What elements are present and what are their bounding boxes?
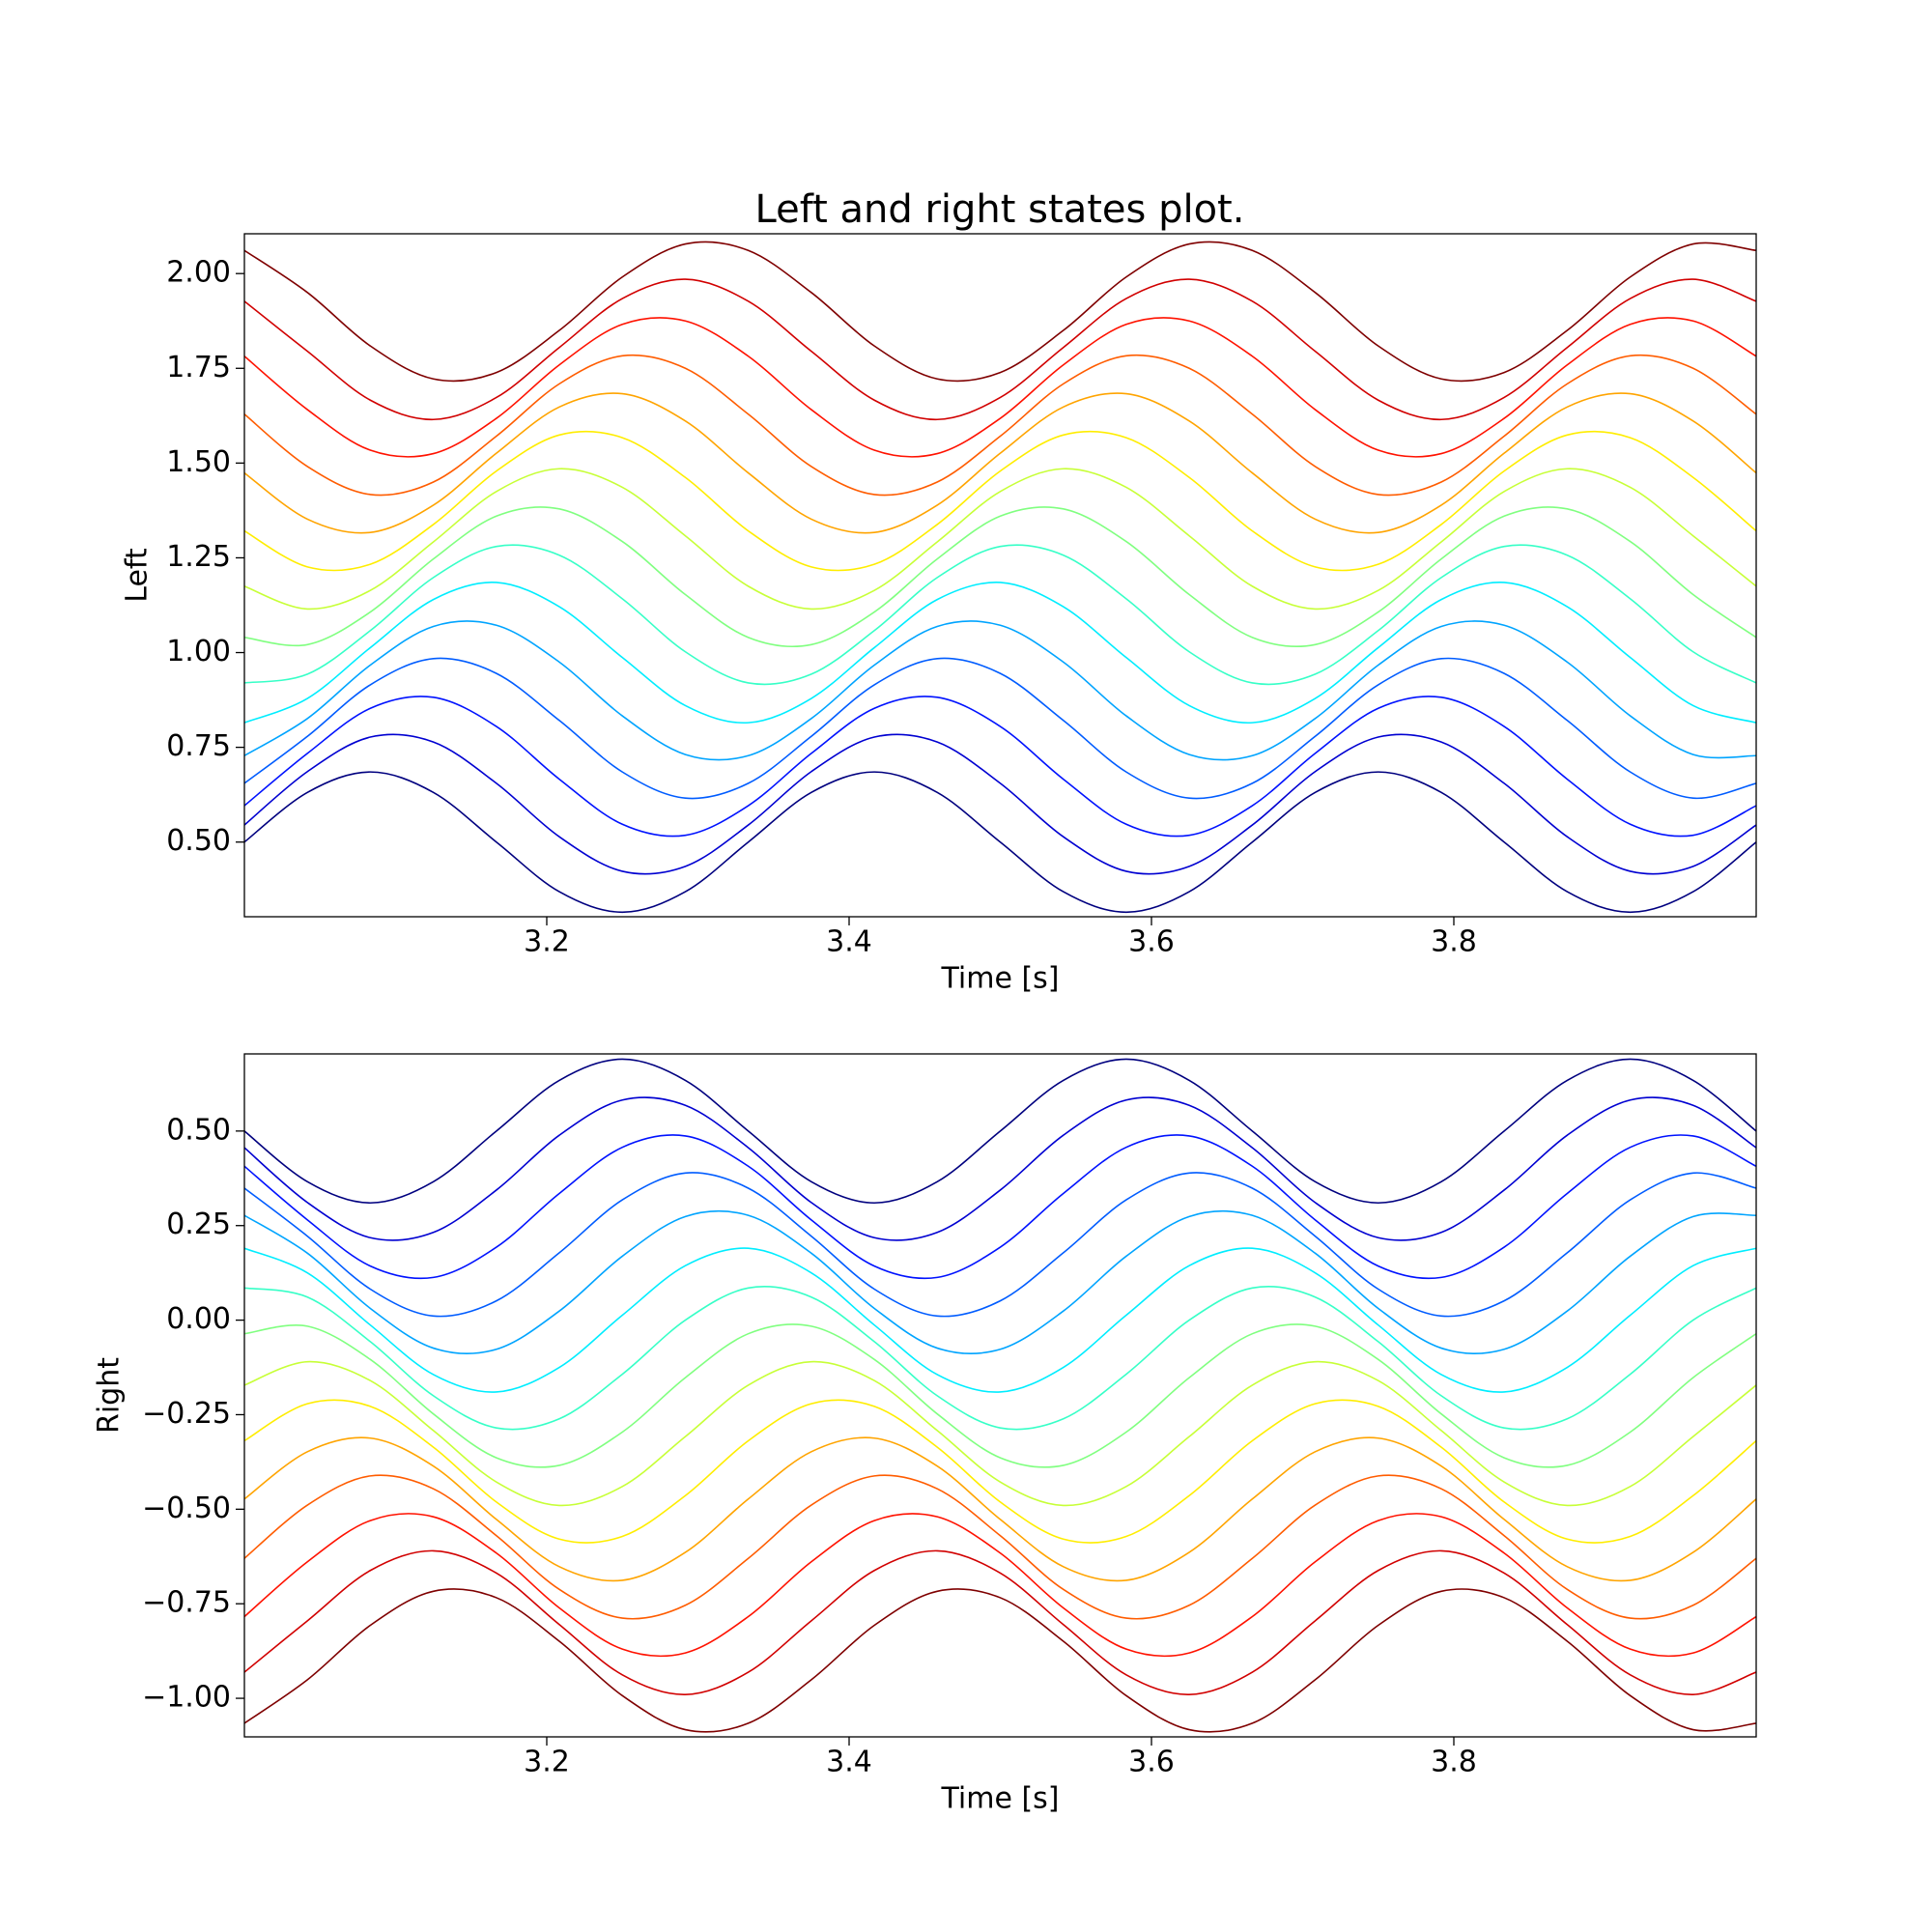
data-line [244, 1172, 1756, 1318]
data-line [244, 696, 1756, 838]
axes-frame [243, 233, 1757, 918]
x-tick-label: 3.4 [826, 1746, 872, 1779]
y-tick-label: −0.75 [142, 1586, 231, 1620]
x-tick-label: 3.6 [1128, 1746, 1175, 1779]
axes-frame [243, 1053, 1757, 1738]
data-line [244, 1474, 1756, 1620]
x-tick-label: 3.6 [1128, 925, 1175, 959]
y-tick-label: 1.25 [166, 540, 231, 574]
data-line [244, 354, 1756, 497]
y-tick-label: 1.75 [166, 351, 231, 384]
data-line [244, 1058, 1756, 1205]
data-line [244, 733, 1756, 875]
chart-title: Left and right states plot. [755, 187, 1245, 232]
data-line [244, 1399, 1756, 1544]
data-line [244, 1286, 1756, 1431]
data-line [244, 468, 1756, 611]
data-line [244, 544, 1756, 686]
plot-area [244, 1058, 1756, 1733]
data-line [244, 582, 1756, 724]
y-tick-label: 0.75 [166, 729, 231, 763]
data-line [244, 1134, 1756, 1280]
data-line [244, 1247, 1756, 1393]
y-tick-label: −1.00 [142, 1681, 231, 1715]
x-tick-label: 3.2 [524, 925, 570, 959]
y-tick-label: 0.25 [166, 1208, 231, 1241]
data-line [244, 506, 1756, 648]
x-axis-label: Time [s] [941, 1782, 1060, 1816]
plot-area [244, 241, 1756, 914]
data-line [244, 1323, 1756, 1468]
y-tick-label: 0.50 [166, 824, 231, 858]
y-tick-label: 0.50 [166, 1113, 231, 1147]
data-line [244, 317, 1756, 458]
data-line [244, 1436, 1756, 1582]
data-line [244, 278, 1756, 421]
data-line [244, 1588, 1756, 1733]
x-tick-label: 3.2 [524, 1746, 570, 1779]
data-line [244, 1549, 1756, 1695]
data-line [244, 1360, 1756, 1507]
data-line [244, 392, 1756, 534]
data-line [244, 620, 1756, 761]
y-tick-label: 2.00 [166, 256, 231, 290]
data-line [244, 1513, 1756, 1658]
data-line [244, 657, 1756, 800]
y-axis-label: Left [121, 548, 155, 603]
data-line [244, 430, 1756, 572]
y-tick-label: 0.00 [166, 1302, 231, 1336]
data-line [244, 241, 1756, 383]
x-tick-label: 3.8 [1431, 925, 1477, 959]
y-axis-label: Right [93, 1357, 127, 1434]
y-tick-label: −0.25 [142, 1397, 231, 1431]
y-tick-label: 1.00 [166, 635, 231, 668]
x-axis-label: Time [s] [941, 962, 1060, 996]
x-tick-label: 3.4 [826, 925, 872, 959]
data-line [244, 771, 1756, 914]
data-line [244, 1209, 1756, 1354]
x-tick-label: 3.8 [1431, 1746, 1477, 1779]
y-tick-label: 1.50 [166, 445, 231, 479]
data-line [244, 1096, 1756, 1241]
y-tick-label: −0.50 [142, 1492, 231, 1525]
